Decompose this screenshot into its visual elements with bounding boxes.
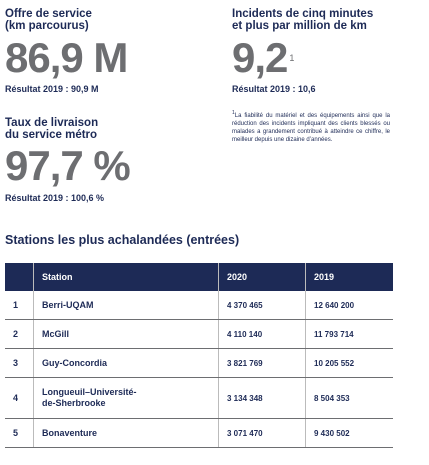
line: Taux de livraison bbox=[5, 117, 99, 129]
table-cell: 3 134 348 bbox=[218, 377, 306, 419]
table-cell: Bonaventure bbox=[33, 418, 219, 448]
stat-result: Résultat 2019 : 100,6 % bbox=[5, 193, 105, 203]
line: Offre de service bbox=[5, 8, 92, 20]
table-cell: 4 370 465 bbox=[218, 291, 306, 320]
table-cell: 4 bbox=[5, 377, 34, 419]
stat-result: Résultat 2019 : 90,9 M bbox=[5, 84, 99, 94]
table-cell: 2 bbox=[5, 319, 34, 349]
table-cell: 1 bbox=[5, 291, 34, 320]
line: (km parcourus) bbox=[5, 20, 89, 32]
table-row: 2 McGill 4 110 140 11 793 714 bbox=[5, 319, 393, 349]
table-cell: 5 bbox=[5, 418, 34, 448]
table-row: 3 Guy-Concordia 3 821 769 10 205 552 bbox=[5, 348, 393, 378]
table-row: 1 Berri-UQAM 4 370 465 12 640 200 bbox=[5, 291, 393, 320]
table-body: 1 Berri-UQAM 4 370 465 12 640 200 2 McGill 4 1… bbox=[5, 291, 393, 448]
table-title: Stations les plus achalandées (entrées) bbox=[5, 233, 240, 247]
table-cell: Berri-UQAM bbox=[33, 291, 219, 320]
table-cell: 10 205 552 bbox=[305, 348, 393, 378]
header-row: Station 2020 2019 bbox=[5, 263, 393, 291]
stat-value: 86,9 M bbox=[5, 34, 128, 81]
table-cell: 3 bbox=[5, 348, 34, 378]
stat-label: Offre de service (km parcourus) bbox=[5, 8, 92, 32]
header-cell: 2020 bbox=[218, 263, 306, 291]
header-cell: 2019 bbox=[305, 263, 393, 291]
stat-value: 9,2 1 bbox=[232, 37, 294, 79]
line: et plus par million de km bbox=[232, 20, 367, 32]
table-row: 5 Bonaventure 3 071 470 9 430 502 bbox=[5, 418, 393, 448]
table-cell: 12 640 200 bbox=[305, 291, 393, 320]
table: Station 2020 2019 1 Berri-UQAM 4 370 465 12… bbox=[5, 263, 393, 448]
stat-value: 97,7 % bbox=[5, 142, 131, 189]
footnote-ref: 1 bbox=[232, 110, 235, 116]
header-cell: Station bbox=[33, 263, 219, 291]
note-ref: 1 bbox=[289, 53, 295, 63]
stat-label: Incidents de cinq minutes et plus par mil… bbox=[232, 8, 373, 32]
table-cell: 4 110 140 bbox=[218, 319, 306, 349]
table-cell: Longueuil–Université- de-Sherbrooke bbox=[33, 377, 219, 419]
header-cell bbox=[5, 263, 34, 291]
table-cell: McGill bbox=[33, 319, 219, 349]
table-cell: 9 430 502 bbox=[305, 418, 393, 448]
table-cell: Guy-Concordia bbox=[33, 348, 219, 378]
footnote: 1La fiabilité du matériel et des équipem… bbox=[232, 109, 390, 144]
footnote-text: La fiabilité du matériel et des équipeme… bbox=[232, 113, 390, 143]
stat-result: Résultat 2019 : 10,6 bbox=[232, 84, 316, 94]
line: du service métro bbox=[5, 129, 98, 141]
table-cell: 3 821 769 bbox=[218, 348, 306, 378]
value: 9,2 bbox=[232, 34, 288, 81]
table-cell: 8 504 353 bbox=[305, 377, 393, 419]
table-cell: 11 793 714 bbox=[305, 319, 393, 349]
table-cell: 3 071 470 bbox=[218, 418, 306, 448]
table-row: 4 Longueuil–Université- de-Sherbrooke 3 13… bbox=[5, 377, 393, 419]
stat-label: Taux de livraison du service métro bbox=[5, 117, 98, 141]
line: Incidents de cinq minutes bbox=[232, 8, 374, 20]
